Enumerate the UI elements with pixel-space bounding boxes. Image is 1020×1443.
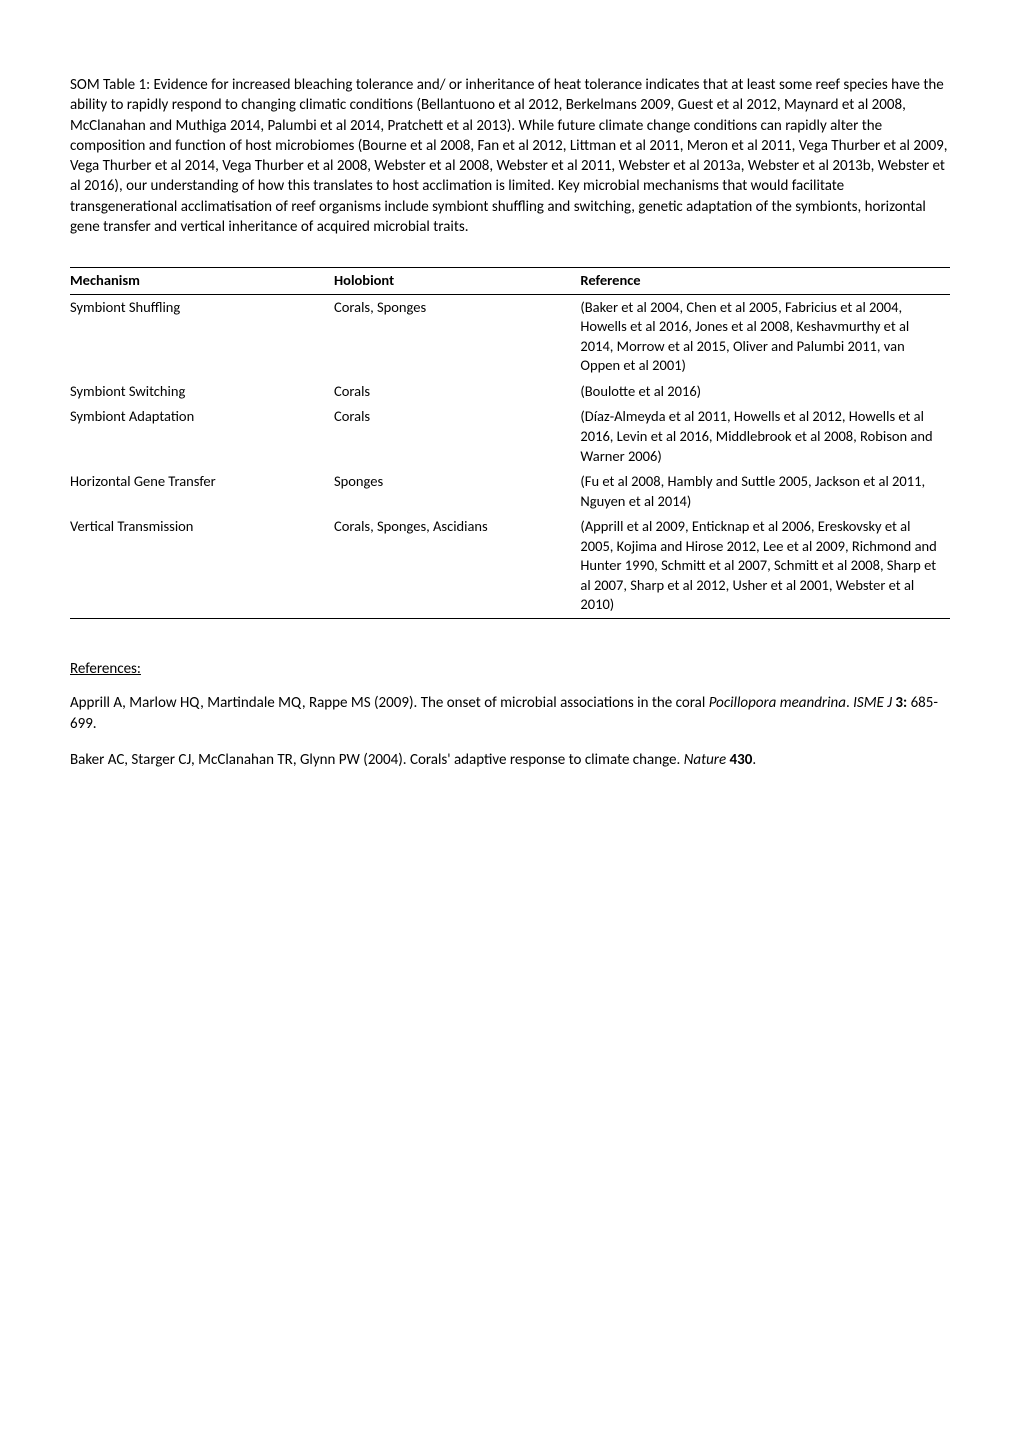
intro-paragraph: SOM Table 1: Evidence for increased blea… [70, 75, 950, 237]
table-row: Symbiont Adaptation Corals (Díaz-Almeyda… [70, 404, 950, 469]
cell-mechanism: Horizontal Gene Transfer [70, 469, 334, 514]
header-holobiont: Holobiont [334, 268, 580, 295]
ref-text: Apprill A, Marlow HQ, Martindale MQ, Rap… [70, 694, 709, 712]
cell-reference: (Boulotte et al 2016) [580, 379, 950, 405]
cell-holobiont: Corals, Sponges [334, 294, 580, 379]
references-heading: References: [70, 659, 950, 679]
cell-mechanism: Vertical Transmission [70, 514, 334, 618]
ref-text: Baker AC, Starger CJ, McClanahan TR, Gly… [70, 751, 684, 769]
cell-reference: (Apprill et al 2009, Enticknap et al 200… [580, 514, 950, 618]
cell-mechanism: Symbiont Switching [70, 379, 334, 405]
ref-journal: ISME J [853, 694, 892, 712]
cell-mechanism: Symbiont Shuffling [70, 294, 334, 379]
header-reference: Reference [580, 268, 950, 295]
ref-volume: 430 [726, 751, 752, 769]
mechanism-table: Mechanism Holobiont Reference Symbiont S… [70, 267, 950, 619]
header-mechanism: Mechanism [70, 268, 334, 295]
ref-volume: 3: [892, 694, 911, 712]
cell-holobiont: Sponges [334, 469, 580, 514]
table-row: Symbiont Switching Corals (Boulotte et a… [70, 379, 950, 405]
table-row: Symbiont Shuffling Corals, Sponges (Bake… [70, 294, 950, 379]
ref-text: . [752, 751, 756, 769]
reference-entry: Baker AC, Starger CJ, McClanahan TR, Gly… [70, 750, 950, 770]
cell-holobiont: Corals [334, 404, 580, 469]
cell-reference: (Baker et al 2004, Chen et al 2005, Fabr… [580, 294, 950, 379]
cell-holobiont: Corals [334, 379, 580, 405]
ref-journal: Nature [684, 751, 726, 769]
cell-reference: (Fu et al 2008, Hambly and Suttle 2005, … [580, 469, 950, 514]
ref-species: Pocillopora meandrina [709, 694, 846, 712]
cell-mechanism: Symbiont Adaptation [70, 404, 334, 469]
reference-entry: Apprill A, Marlow HQ, Martindale MQ, Rap… [70, 693, 950, 734]
table-row: Horizontal Gene Transfer Sponges (Fu et … [70, 469, 950, 514]
table-row: Vertical Transmission Corals, Sponges, A… [70, 514, 950, 618]
cell-reference: (Díaz-Almeyda et al 2011, Howells et al … [580, 404, 950, 469]
cell-holobiont: Corals, Sponges, Ascidians [334, 514, 580, 618]
